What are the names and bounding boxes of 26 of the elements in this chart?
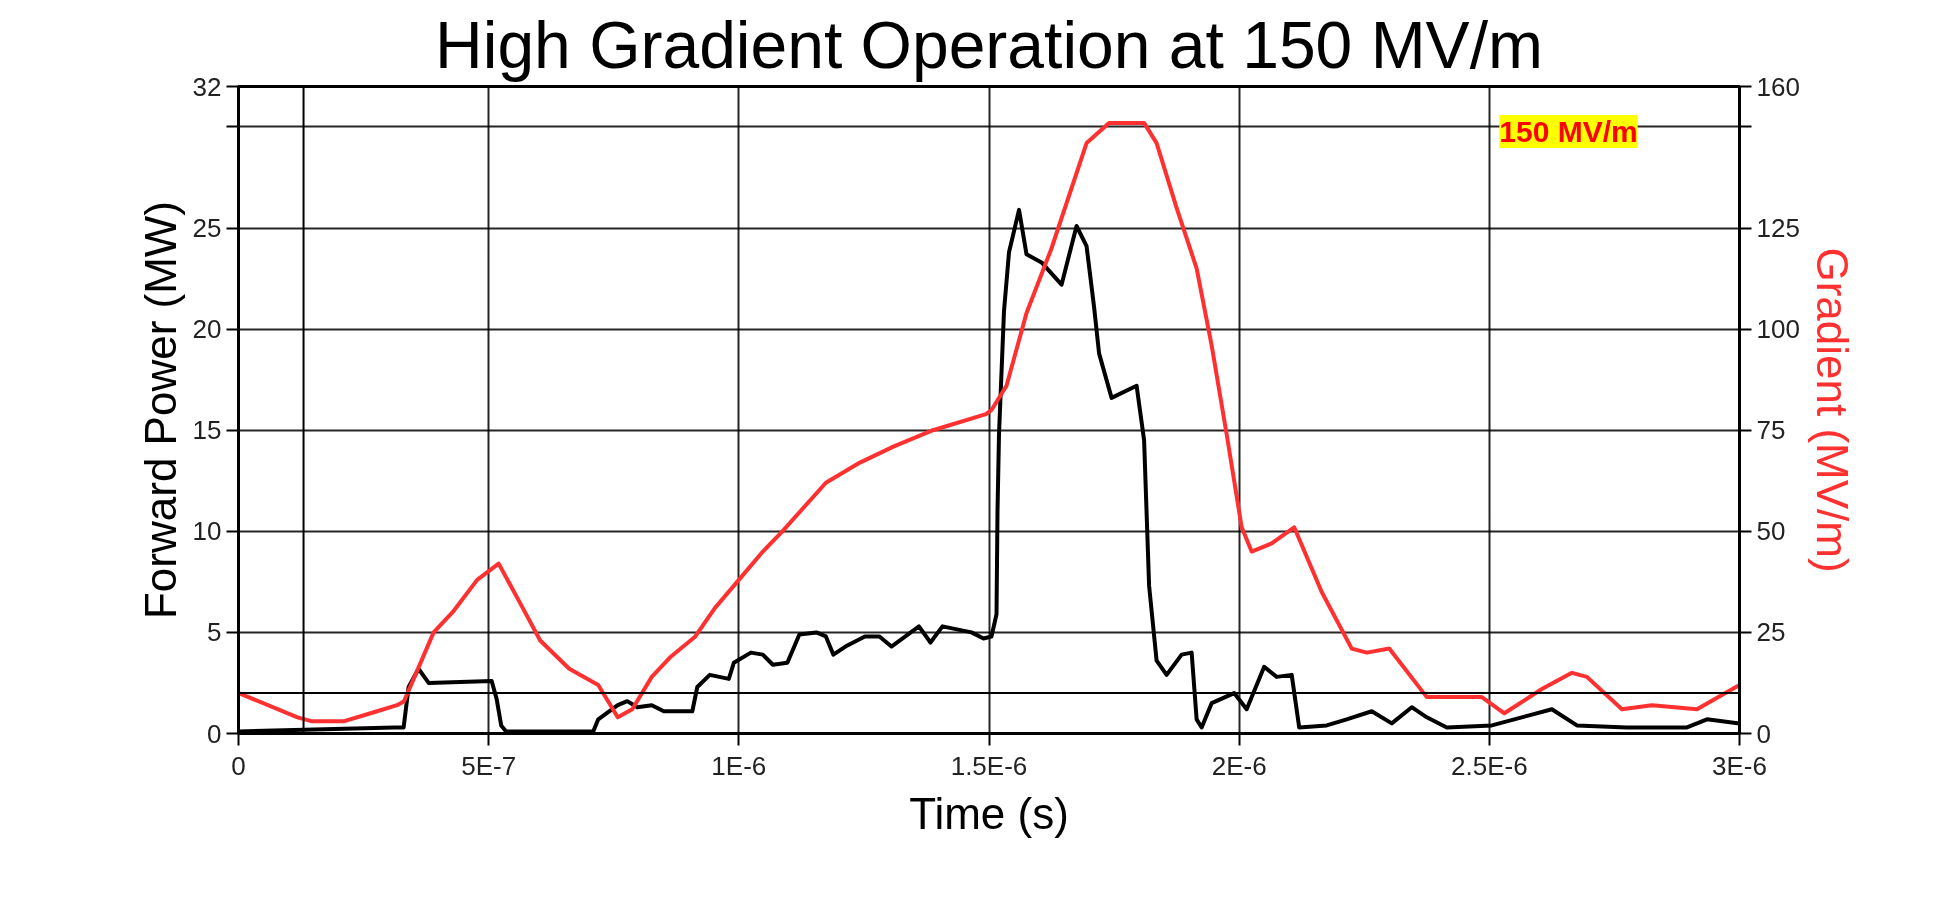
y2-tick-label: 160 — [1756, 71, 1800, 102]
annotation: 150 MV/m — [1499, 114, 1638, 148]
y2-tick-label: 125 — [1756, 213, 1800, 244]
y-tick-label: 32 — [192, 71, 222, 102]
y-tick-label: 0 — [207, 718, 222, 749]
y-tick-label: 25 — [192, 213, 222, 244]
chart-title: High Gradient Operation at 150 MV/m — [435, 7, 1543, 82]
y-axis-title: Forward Power (MW) — [135, 200, 185, 620]
y2-tick-label: 0 — [1756, 718, 1771, 749]
y-tick-label: 20 — [192, 314, 222, 345]
y-tick-label: 5 — [207, 617, 222, 648]
x-axis-title: Time (s) — [909, 788, 1069, 838]
x-tick-label: 5E-7 — [461, 750, 517, 781]
x-tick-label: 2.5E-6 — [1451, 750, 1528, 781]
y-tick-label: 15 — [192, 415, 222, 446]
y-tick-label: 10 — [192, 516, 222, 547]
y2-tick-label: 100 — [1756, 314, 1800, 345]
x-tick-label: 3E-6 — [1712, 750, 1767, 781]
x-tick-label: 0 — [231, 750, 246, 781]
y2-tick-label: 50 — [1756, 516, 1786, 547]
x-tick-label: 2E-6 — [1211, 750, 1267, 781]
y2-tick-label: 25 — [1756, 617, 1786, 648]
x-tick-label: 1.5E-6 — [950, 750, 1028, 781]
y2-axis-title: Gradient (MV/m) — [1807, 247, 1857, 573]
x-tick-label: 1E-6 — [711, 750, 767, 781]
y2-tick-label: 75 — [1756, 415, 1786, 446]
